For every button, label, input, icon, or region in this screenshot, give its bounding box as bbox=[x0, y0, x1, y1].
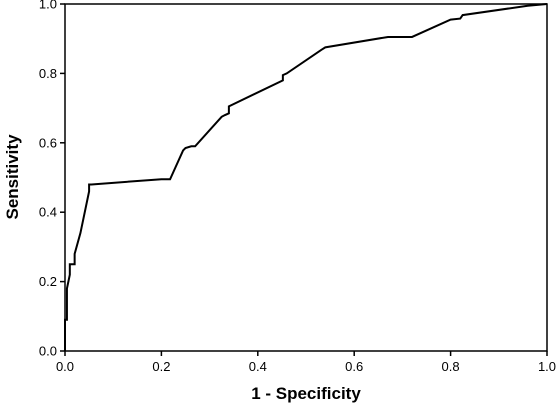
y-tick-label: 0.4 bbox=[39, 205, 57, 220]
y-axis-ticks: 0.0 0.2 0.4 0.6 0.8 1.0 bbox=[39, 0, 65, 359]
x-tick-label: 1.0 bbox=[538, 359, 556, 374]
y-tick-label: 1.0 bbox=[39, 0, 57, 12]
x-tick-label: 0.2 bbox=[152, 359, 170, 374]
y-tick-label: 0.8 bbox=[39, 66, 57, 81]
x-tick-label: 0.0 bbox=[56, 359, 74, 374]
x-axis-title: 1 - Specificity bbox=[251, 384, 361, 403]
y-tick-label: 0.2 bbox=[39, 274, 57, 289]
y-tick-label: 0.6 bbox=[39, 135, 57, 150]
y-tick-label: 0.0 bbox=[39, 344, 57, 359]
plot-frame bbox=[64, 3, 548, 352]
x-axis-ticks: 0.0 0.2 0.4 0.6 0.8 1.0 bbox=[56, 351, 556, 374]
x-tick-label: 0.4 bbox=[249, 359, 267, 374]
y-axis-title: Sensitivity bbox=[3, 134, 22, 220]
x-tick-label: 0.8 bbox=[442, 359, 460, 374]
roc-curve-line bbox=[64, 3, 548, 351]
x-tick-label: 0.6 bbox=[345, 359, 363, 374]
